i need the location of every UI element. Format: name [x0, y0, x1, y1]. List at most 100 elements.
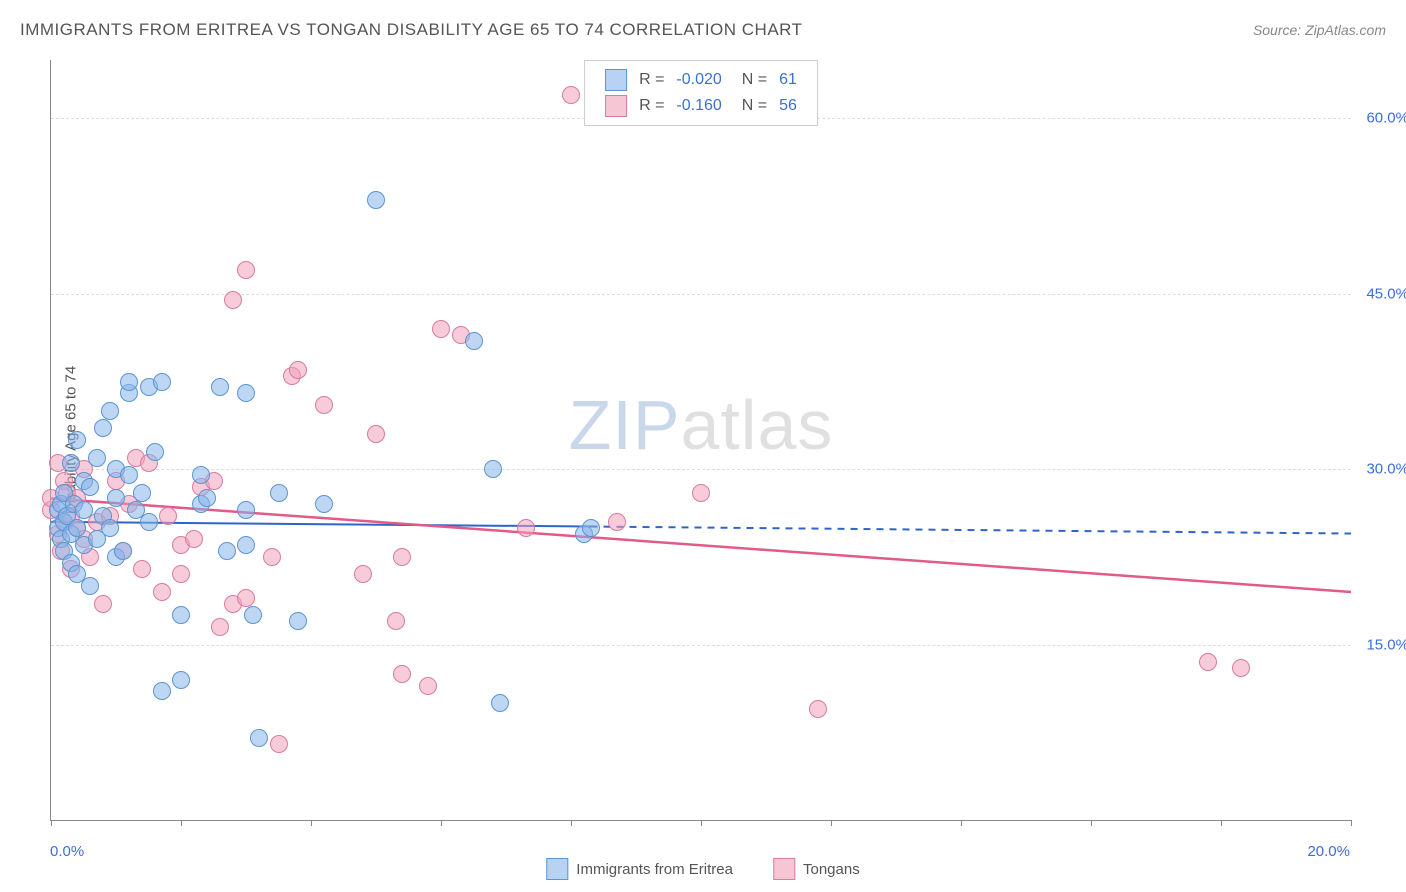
series-a-point	[94, 419, 112, 437]
series-b-point	[263, 548, 281, 566]
series-a-point	[218, 542, 236, 560]
series-a-point	[120, 466, 138, 484]
series-a-point	[114, 542, 132, 560]
series-b-point	[692, 484, 710, 502]
x-tick	[181, 820, 182, 826]
series-a-point	[237, 384, 255, 402]
series-b-point	[809, 700, 827, 718]
correlation-legend: R =-0.020N =61 R =-0.160N =56	[584, 60, 818, 126]
series-a-point	[68, 431, 86, 449]
series-b-point	[562, 86, 580, 104]
x-tick	[1351, 820, 1352, 826]
series-a-point	[172, 671, 190, 689]
x-axis-min-label: 0.0%	[50, 843, 84, 860]
series-b-point	[1232, 659, 1250, 677]
r-label: R =	[633, 67, 670, 93]
series-a-point	[153, 373, 171, 391]
series-a-point	[484, 460, 502, 478]
series-a-label: Immigrants from Eritrea	[576, 861, 733, 878]
series-a-point	[250, 729, 268, 747]
series-a-point	[237, 536, 255, 554]
x-axis-max-label: 20.0%	[1307, 843, 1350, 860]
n-value: 56	[773, 93, 803, 119]
x-tick	[311, 820, 312, 826]
series-a-point	[101, 402, 119, 420]
series-a-point	[68, 519, 86, 537]
legend-swatch	[605, 69, 627, 91]
trend-lines	[51, 60, 1351, 820]
series-b-swatch	[773, 858, 795, 880]
series-b-point	[608, 513, 626, 531]
series-b-point	[393, 548, 411, 566]
x-tick	[1091, 820, 1092, 826]
series-a-point	[289, 612, 307, 630]
series-b-point	[159, 507, 177, 525]
series-a-point	[81, 577, 99, 595]
n-label: N =	[728, 67, 773, 93]
series-b-label: Tongans	[803, 861, 860, 878]
chart-title: IMMIGRANTS FROM ERITREA VS TONGAN DISABI…	[20, 20, 803, 40]
series-a-point	[211, 378, 229, 396]
series-a-point	[140, 513, 158, 531]
series-a-point	[237, 501, 255, 519]
series-b-point	[419, 677, 437, 695]
x-tick	[441, 820, 442, 826]
series-a-point	[81, 478, 99, 496]
series-a-swatch	[546, 858, 568, 880]
series-a-point	[107, 489, 125, 507]
legend-swatch	[605, 95, 627, 117]
x-tick	[51, 820, 52, 826]
source-label: Source: ZipAtlas.com	[1253, 22, 1386, 38]
y-tick-label: 30.0%	[1366, 461, 1406, 478]
series-a-point	[315, 495, 333, 513]
series-b-point	[387, 612, 405, 630]
n-value: 61	[773, 67, 803, 93]
series-b-point	[393, 665, 411, 683]
series-b-point	[367, 425, 385, 443]
series-a-point	[172, 606, 190, 624]
series-b-point	[153, 583, 171, 601]
series-a-point	[244, 606, 262, 624]
x-tick	[831, 820, 832, 826]
series-a-point	[101, 519, 119, 537]
series-b-point	[133, 560, 151, 578]
series-b-point	[270, 735, 288, 753]
series-b-point	[237, 589, 255, 607]
y-tick-label: 15.0%	[1366, 636, 1406, 653]
series-a-point	[146, 443, 164, 461]
series-a-point	[582, 519, 600, 537]
x-tick	[1221, 820, 1222, 826]
series-a-point	[491, 694, 509, 712]
series-a-point	[75, 501, 93, 519]
r-value: -0.020	[670, 67, 727, 93]
series-a-point	[133, 484, 151, 502]
series-b-point	[94, 595, 112, 613]
n-label: N =	[728, 93, 773, 119]
series-b-point	[354, 565, 372, 583]
series-a-point	[367, 191, 385, 209]
series-b-point	[517, 519, 535, 537]
plot-area: Disability Age 65 to 74 15.0%30.0%45.0%6…	[50, 60, 1351, 821]
x-tick	[701, 820, 702, 826]
x-tick	[571, 820, 572, 826]
series-b-point	[1199, 653, 1217, 671]
r-value: -0.160	[670, 93, 727, 119]
series-a-point	[192, 466, 210, 484]
series-b-point	[185, 530, 203, 548]
series-b-point	[237, 261, 255, 279]
series-a-point	[153, 682, 171, 700]
series-a-point	[198, 489, 216, 507]
series-a-point	[62, 454, 80, 472]
y-tick-label: 60.0%	[1366, 110, 1406, 127]
series-a-point	[465, 332, 483, 350]
series-a-point	[88, 449, 106, 467]
x-tick	[961, 820, 962, 826]
series-b-point	[432, 320, 450, 338]
series-a-point	[270, 484, 288, 502]
series-a-point	[120, 373, 138, 391]
y-tick-label: 45.0%	[1366, 285, 1406, 302]
series-b-point	[289, 361, 307, 379]
series-b-point	[315, 396, 333, 414]
r-label: R =	[633, 93, 670, 119]
series-b-point	[211, 618, 229, 636]
